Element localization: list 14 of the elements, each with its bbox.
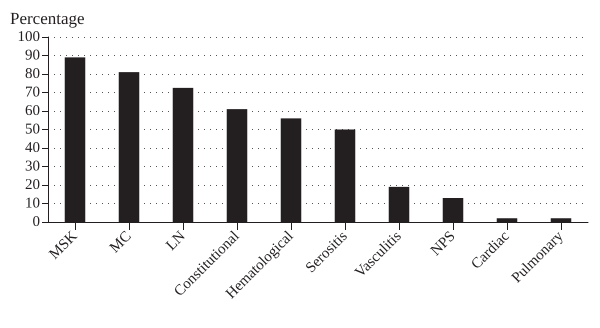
x-tick-label: MC bbox=[106, 228, 135, 256]
y-tick-label: 100 bbox=[18, 29, 40, 45]
y-tick-label: 40 bbox=[25, 140, 40, 156]
y-tick-label: 60 bbox=[25, 103, 40, 119]
y-tick-label: 90 bbox=[25, 48, 40, 64]
y-tick-label: 70 bbox=[25, 84, 40, 100]
y-tick-label: 0 bbox=[32, 214, 40, 230]
y-tick-label: 50 bbox=[25, 122, 40, 138]
y-tick-label: 10 bbox=[25, 196, 40, 212]
y-axis-title: Percentage bbox=[10, 9, 85, 28]
y-tick-label: 80 bbox=[25, 66, 40, 82]
y-tick-label: 20 bbox=[25, 177, 40, 193]
x-tick-label: NPS bbox=[428, 228, 459, 260]
y-tick-label: 30 bbox=[25, 158, 40, 174]
